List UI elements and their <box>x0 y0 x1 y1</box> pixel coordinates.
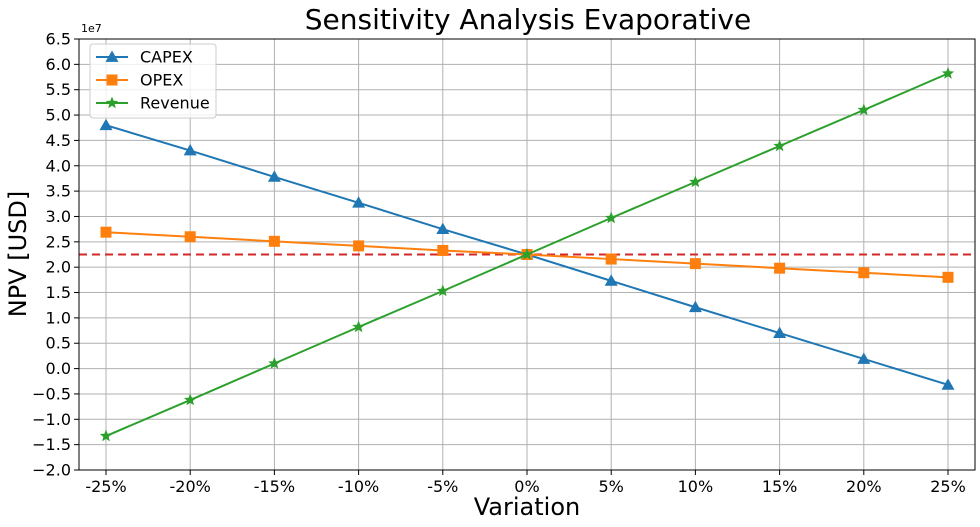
tick-labels: -25% -20% -15% -10% -5% 0% 5% 10% 15% 20% 25% −2.0 −… <box>32 30 966 497</box>
data-point-revenue <box>689 175 702 188</box>
data-point-capex <box>604 274 618 286</box>
y-tick-label: 5.5 <box>46 80 71 99</box>
data-point-revenue <box>352 320 365 333</box>
x-axis-label: Variation <box>474 493 580 521</box>
data-point-opex <box>437 244 449 256</box>
data-point-opex <box>268 235 280 247</box>
y-tick-label: 3.5 <box>46 182 71 201</box>
data-point-capex <box>773 326 787 338</box>
legend-label: Revenue <box>140 94 210 113</box>
y-tick-label: 2.0 <box>46 258 71 277</box>
data-point-revenue <box>605 211 618 224</box>
data-point-revenue <box>268 357 281 369</box>
data-point-capex <box>267 170 281 182</box>
y-tick-label: −1.0 <box>32 410 71 429</box>
x-tick-label: 20% <box>846 477 882 496</box>
legend-item-opex: OPEX <box>96 71 183 90</box>
data-point-capex <box>436 222 450 235</box>
y-tick-label: 0.0 <box>46 359 71 378</box>
data-point-capex <box>99 118 113 131</box>
x-tick-label: 0% <box>514 477 539 496</box>
y-tick-label: −2.0 <box>32 461 71 480</box>
y-tick-label: −0.5 <box>32 384 71 403</box>
data-point-revenue <box>520 248 534 260</box>
chart-title: Sensitivity Analysis Evaporative <box>305 3 751 36</box>
legend-box <box>89 43 217 119</box>
data-point-capex <box>941 378 955 390</box>
y-tick-label: 1.0 <box>46 308 71 327</box>
data-point-capex <box>183 144 197 156</box>
x-tick-label: 5% <box>599 477 624 496</box>
series-layer <box>99 66 955 442</box>
data-point-opex <box>858 267 870 279</box>
data-point-revenue <box>941 66 955 79</box>
data-point-opex <box>774 262 786 274</box>
data-point-opex <box>689 258 701 270</box>
legend-marker <box>105 96 119 109</box>
y-tick-label: 3.0 <box>46 207 71 226</box>
x-tick-label: 15% <box>762 477 798 496</box>
data-point-revenue <box>857 103 870 116</box>
data-point-revenue <box>184 393 197 406</box>
data-point-opex <box>942 271 954 283</box>
y-tick-label: 5.0 <box>46 106 71 125</box>
legend-marker <box>105 50 119 62</box>
legend-label: CAPEX <box>140 48 193 67</box>
x-tick-label: -10% <box>338 477 379 496</box>
data-point-revenue <box>773 139 786 152</box>
y-tick-label: 4.5 <box>46 131 71 150</box>
legend: CAPEX OPEX Revenue <box>89 43 217 119</box>
data-point-opex <box>100 226 112 238</box>
x-tick-label: -5% <box>427 477 458 496</box>
y-tick-label: 6.0 <box>46 55 71 74</box>
y-offset-label: 1e7 <box>81 22 102 35</box>
data-point-opex <box>184 231 196 243</box>
y-tick-label: 6.5 <box>46 30 71 49</box>
data-point-capex <box>688 300 702 313</box>
series-revenue <box>99 66 955 442</box>
legend-marker <box>106 74 118 86</box>
x-tick-label: -20% <box>170 477 211 496</box>
legend-item-capex: CAPEX <box>96 48 193 67</box>
x-tick-label: -25% <box>85 477 126 496</box>
y-tick-label: 0.5 <box>46 334 71 353</box>
plot-frame <box>78 38 976 471</box>
data-point-revenue <box>99 429 113 442</box>
data-point-capex <box>857 352 871 364</box>
legend-label: OPEX <box>140 71 183 90</box>
legend-item-revenue: Revenue <box>96 94 210 113</box>
x-tick-label: -15% <box>254 477 295 496</box>
data-point-capex <box>352 196 366 208</box>
y-tick-label: −1.5 <box>32 435 71 454</box>
y-axis-label: NPV [USD] <box>4 191 32 317</box>
y-tick-label: 1.5 <box>46 283 71 302</box>
y-tick-label: 4.0 <box>46 156 71 175</box>
data-point-revenue <box>436 284 449 297</box>
y-tick-label: 2.5 <box>46 232 71 251</box>
x-tick-label: 10% <box>678 477 714 496</box>
x-tick-label: 25% <box>930 477 966 496</box>
data-point-opex <box>605 253 617 265</box>
data-point-opex <box>353 240 365 252</box>
